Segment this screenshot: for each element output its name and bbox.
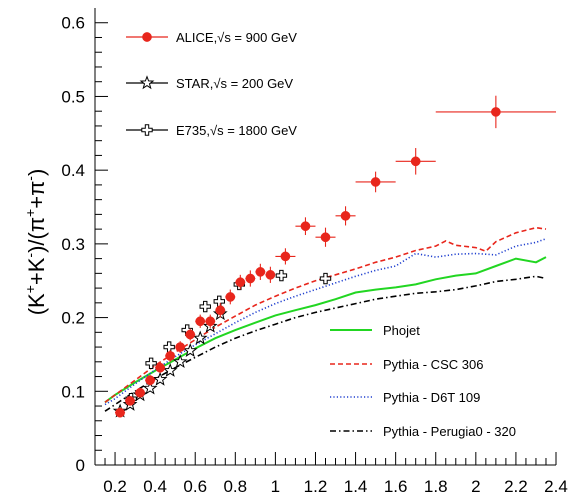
y-tick-label: 0 [76,456,85,475]
legend-label: Phojet [383,323,420,338]
y-axis-title-segment: +π [24,181,49,209]
alice-data-point [300,221,311,232]
alice-data-point [370,177,381,187]
x-tick-label: 0.2 [103,477,127,496]
legend-label: Pythia - Perugia0 - 320 [383,424,516,439]
alice-data-point [340,211,351,221]
legend-label: Pythia - D6T 109 [383,390,480,405]
legend-item-pythia-d6t-109: Pythia - D6T 109 [330,390,480,405]
alice-data-point [491,107,501,117]
star-data-point [142,380,158,395]
alice-data-point [410,156,421,167]
legend-label: E735,√s = 1800 GeV [176,123,297,138]
curve-pythia-d6t-109 [104,237,547,406]
alice-data-point [165,351,176,361]
star-data-point [182,342,198,357]
legend-alice-marker [142,32,152,42]
star-data-point [192,330,208,345]
y-axis-title-superscript: + [22,209,38,217]
x-tick-label: 2.4 [544,477,568,496]
y-tick-label: 0.3 [61,235,85,254]
alice-data-point [280,251,291,262]
y-axis-title-superscript: - [22,176,38,181]
alice-data-point [135,387,145,398]
legend-e735-marker [141,124,153,136]
legend-item-alice: ALICE,√s = 900 GeV [126,30,297,45]
y-axis-title-segment: +K [24,257,49,285]
x-tick-label: 2.2 [504,477,528,496]
alice-data-point [225,292,236,302]
y-tick-label: 0.6 [61,14,85,33]
alice-data-point [265,269,276,280]
axes: 0 0.1 0.2 0.3 0.4 0.5 0.6 0.2 0.4 0.6 0.8 1 1.2 1.4 1.… [61,8,568,496]
legend-label: ALICE,√s = 900 GeV [176,30,297,45]
y-axis-title-segment: ) [24,169,49,176]
x-tick-label: 0.8 [223,477,247,496]
x-tick-label: 1.6 [384,477,408,496]
alice-data-point [115,407,125,418]
alice-data-point [185,329,196,340]
legend-item-pythia-csc-306: Pythia - CSC 306 [330,357,483,372]
legend-item-pythia-perugia0-320: Pythia - Perugia0 - 320 [330,424,516,439]
y-tick-label: 0.1 [61,382,85,401]
y-axis-title: (K++K-)/(π++π-) [22,169,49,316]
alice-data-point [205,316,216,327]
plot-area [104,95,556,418]
x-tick-label: 1.2 [304,477,328,496]
legend: ALICE,√s = 900 GeV STAR,√s = 200 GeV E735,… [126,30,516,439]
x-tick-label: 0.6 [183,477,207,496]
x-tick-label: 1 [271,477,280,496]
e735-data-point [275,269,288,282]
alice-data-point [320,232,331,243]
legend-label: Pythia - CSC 306 [383,357,483,372]
y-axis-title-superscript: + [22,285,38,293]
e735-data-point [199,300,211,313]
x-tick-label: 1.8 [424,477,448,496]
y-axis-title-superscript: - [22,253,38,258]
curve-pythia-perugia0-320 [104,275,547,412]
curve-phojet [104,256,547,404]
y-tick-label: 0.5 [61,87,85,106]
y-axis-title-segment: (K [24,293,49,315]
y-axis-title-segment: )/(π [24,217,49,253]
x-tick-label: 1.4 [344,477,368,496]
alice-data-point [125,396,135,406]
alice-data-point [155,362,165,373]
alice-data-point [215,305,226,316]
alice-data-point [235,277,246,288]
legend-star-marker [139,75,155,90]
alice-data-point [175,342,186,352]
y-tick-label: 0.4 [61,161,85,180]
y-tick-label: 0.2 [61,309,85,328]
legend-item-phojet: Phojet [330,323,420,338]
alice-data-point [145,375,155,386]
legend-item-e735: E735,√s = 1800 GeV [126,123,297,138]
alice-data-point [195,316,206,327]
alice-data-point [245,273,256,284]
x-tick-label: 0.4 [143,477,167,496]
legend-label: STAR,√s = 200 GeV [176,76,293,91]
e735-data-point [319,272,332,285]
star-data-point [172,354,188,369]
star-data-point [162,362,178,377]
x-tick-label: 2 [471,477,480,496]
star-data-point [152,371,168,386]
legend-item-star: STAR,√s = 200 GeV [126,75,293,91]
alice-data-point [255,267,266,277]
e735-data-point [145,357,157,369]
